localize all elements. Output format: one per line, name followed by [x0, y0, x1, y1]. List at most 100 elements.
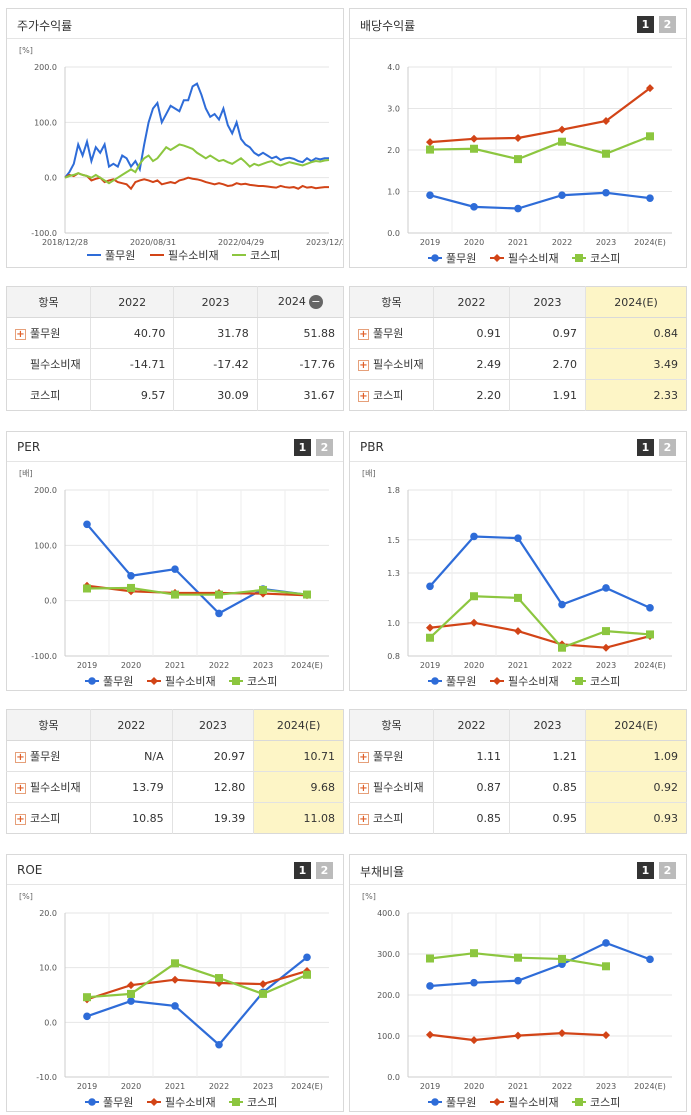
- x-tick-label: 2020/08/31: [130, 238, 176, 247]
- expand-plus-icon[interactable]: +: [358, 813, 369, 825]
- data-point: [646, 84, 654, 93]
- data-point: [470, 144, 478, 153]
- x-tick-label: 2023/12/28: [306, 238, 343, 247]
- y-tick-label: 1.0: [387, 188, 400, 197]
- table-header-row: 항목 2022 2023 2024(E): [6, 709, 344, 741]
- cell: 0.85: [433, 802, 510, 834]
- y-tick-label: 0.0: [387, 229, 400, 238]
- debt-ratio-panel: 부채비율 1 2 [%] 400.0 300.0 200.0 100.0 0.0 2019 2…: [349, 854, 687, 1112]
- cell: 30.09: [173, 379, 258, 411]
- x-tick-label: 2022: [209, 661, 229, 670]
- data-point: [127, 989, 135, 998]
- y-tick-label: 200.0: [34, 63, 57, 72]
- row-label: 필수소비재: [6, 348, 91, 380]
- page-1-button[interactable]: 1: [294, 439, 311, 456]
- panel-title: 주가수익률: [17, 19, 73, 33]
- page-2-button[interactable]: 2: [659, 862, 676, 879]
- cell: 31.67: [256, 379, 344, 411]
- expand-plus-icon[interactable]: +: [358, 782, 369, 794]
- stock-return-table: 항목 2022 2023 2024− + 풀무원 40.70 31.78 51.8…: [6, 286, 344, 411]
- expand-plus-icon[interactable]: +: [15, 813, 26, 825]
- cell: -17.42: [173, 348, 258, 380]
- page-1-button[interactable]: 1: [294, 862, 311, 879]
- data-point: [88, 677, 96, 685]
- cell: 2.70: [508, 348, 586, 380]
- y-tick-label: 3.0: [387, 105, 400, 114]
- page-1-button[interactable]: 1: [637, 862, 654, 879]
- expand-plus-icon[interactable]: +: [358, 751, 369, 763]
- row-label: + 코스피: [350, 380, 434, 411]
- page-1-button[interactable]: 1: [637, 439, 654, 456]
- cell: 1.11: [433, 740, 510, 772]
- cell: 10.85: [90, 802, 173, 834]
- data-point: [127, 571, 135, 580]
- col-header: 2022: [89, 286, 174, 318]
- data-point: [602, 939, 610, 947]
- legend-label: 풀무원: [103, 1096, 133, 1109]
- cell: 11.08: [253, 802, 344, 834]
- y-tick-label: 0.0: [387, 1073, 400, 1082]
- data-point: [558, 137, 566, 146]
- data-point: [602, 962, 610, 971]
- x-tick-label: 2021: [165, 661, 185, 670]
- legend-label: 풀무원: [446, 1096, 476, 1109]
- expand-plus-icon[interactable]: +: [358, 359, 369, 371]
- row-label: + 풀무원: [349, 740, 434, 772]
- data-point: [575, 254, 583, 262]
- y-tick-label: 4.0: [387, 63, 400, 72]
- x-tick-label: 2024(E): [291, 661, 323, 670]
- data-point: [426, 138, 434, 147]
- page-2-button[interactable]: 2: [316, 862, 333, 879]
- table-row: 코스피 9.57 30.09 31.67: [7, 379, 344, 411]
- data-point: [602, 584, 610, 592]
- row-name: 코스피: [373, 812, 404, 825]
- data-point: [215, 590, 223, 599]
- data-point: [514, 204, 522, 213]
- data-point: [259, 989, 267, 998]
- series-line: [86, 584, 308, 597]
- expand-plus-icon[interactable]: +: [15, 751, 26, 763]
- legend-label: 풀무원: [446, 252, 476, 265]
- expand-plus-icon[interactable]: +: [15, 782, 26, 794]
- page-2-button[interactable]: 2: [659, 16, 676, 33]
- cell: N/A: [90, 740, 173, 772]
- cell: 10.71: [253, 740, 344, 772]
- table-row: + 코스피 0.85 0.95 0.93: [350, 802, 687, 834]
- expand-plus-icon[interactable]: +: [358, 328, 369, 340]
- x-tick-label: 2020: [121, 1082, 141, 1091]
- row-name: 코스피: [30, 812, 61, 825]
- cell: 9.57: [89, 379, 174, 411]
- y-unit-label: [배]: [362, 469, 376, 478]
- y-tick-label: 200.0: [34, 486, 57, 495]
- per-panel: PER 1 2 [배] 200.0 100.0 0.0 -100.0 2019 2020 20…: [6, 431, 344, 691]
- page-1-button[interactable]: 1: [637, 16, 654, 33]
- col-header: 2023: [171, 709, 254, 741]
- legend-label: 코스피: [247, 1096, 277, 1109]
- x-tick-label: 2022: [552, 1082, 572, 1091]
- x-tick-label: 2019: [77, 1082, 97, 1091]
- pbr-table: 항목 2022 2023 2024(E) + 풀무원 1.11 1.21 1.09…: [349, 709, 687, 834]
- series-line: [429, 535, 651, 609]
- x-tick-label: 2020: [464, 661, 484, 670]
- page-2-button[interactable]: 2: [316, 439, 333, 456]
- collapse-minus-icon[interactable]: −: [308, 295, 323, 309]
- data-point: [431, 1098, 439, 1106]
- data-point: [514, 627, 522, 636]
- data-point: [426, 1030, 434, 1039]
- panel-title: 배당수익률: [360, 19, 416, 33]
- series-line: [64, 143, 330, 185]
- page-2-button[interactable]: 2: [659, 439, 676, 456]
- per-table: 항목 2022 2023 2024(E) + 풀무원 N/A 20.97 10.7…: [6, 709, 344, 834]
- expand-plus-icon[interactable]: +: [358, 390, 369, 402]
- data-point: [558, 954, 566, 963]
- series-line: [64, 172, 329, 191]
- legend-label: 필수소비재: [165, 675, 216, 688]
- expand-plus-icon[interactable]: +: [15, 328, 26, 340]
- pbr-chart: [배] 1.8 1.5 1.3 1.0 0.8 2019 2020 2021 2022 2023 20…: [362, 469, 672, 688]
- cell: 51.88: [256, 317, 344, 349]
- data-point: [646, 194, 654, 202]
- data-point: [470, 134, 478, 143]
- dividend-table: 항목 2022 2023 2024(E) + 풀무원 0.91 0.97 0.84…: [349, 286, 687, 411]
- y-tick-label: 0.0: [44, 597, 57, 606]
- panel-header: ROE 1 2: [7, 855, 343, 885]
